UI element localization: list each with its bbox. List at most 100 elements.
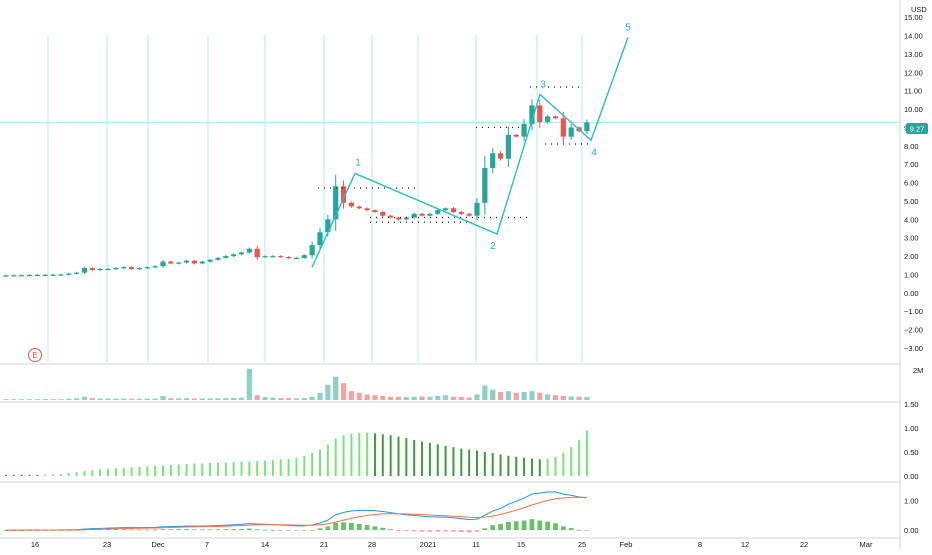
price-tick-label: 5.00 xyxy=(904,197,919,206)
volume-bar xyxy=(11,399,17,400)
candle-body xyxy=(168,261,174,264)
volume-axis-label: 2M xyxy=(913,366,923,375)
oscillator-bar xyxy=(193,463,196,476)
macd-hist-bar xyxy=(270,529,276,531)
macd-hist-bar xyxy=(498,524,503,531)
oscillator-bar xyxy=(530,458,533,476)
price-tick-label: −3.00 xyxy=(904,344,923,353)
price-pane[interactable] xyxy=(3,86,590,277)
macd-hist-bar xyxy=(231,529,237,531)
volume-bar xyxy=(121,398,127,400)
oscillator-bar xyxy=(428,442,431,476)
oscillator-pane[interactable] xyxy=(5,430,588,476)
macd-hist-bar xyxy=(466,530,472,533)
volume-bar xyxy=(183,398,190,400)
candle-body xyxy=(505,134,511,159)
volume-pane[interactable] xyxy=(3,368,590,400)
oscillator-bar xyxy=(523,457,526,476)
candle-body xyxy=(474,202,480,216)
time-tick-label: 22 xyxy=(800,540,808,549)
volume-bar xyxy=(474,394,480,400)
oscillator-bar xyxy=(138,466,141,476)
signal-line xyxy=(5,496,587,531)
oscillator-bar xyxy=(476,450,478,476)
volume-bar xyxy=(545,394,551,400)
volume-bar xyxy=(411,396,417,400)
earnings-marker[interactable]: E xyxy=(28,348,42,362)
candle-body xyxy=(482,167,488,203)
candle-body xyxy=(199,261,205,264)
volume-bar xyxy=(81,396,88,400)
volume-bar xyxy=(191,398,197,400)
candle-body xyxy=(278,256,284,258)
volume-bar xyxy=(443,395,449,400)
volume-bar xyxy=(497,392,504,400)
candle-body xyxy=(191,260,197,264)
price-tick-label: 7.00 xyxy=(904,160,919,169)
oscillator-bar xyxy=(59,474,62,476)
volume-bar xyxy=(450,396,457,400)
oscillator-bar xyxy=(169,464,172,476)
candle-body xyxy=(419,213,425,216)
macd-hist-bar xyxy=(380,527,386,531)
oscillator-bar xyxy=(83,471,86,476)
oscillator-tick-label: 1.00 xyxy=(904,424,919,433)
oscillator-bar xyxy=(12,474,15,476)
macd-hist-bar xyxy=(451,530,456,532)
candle-body xyxy=(246,248,252,253)
candle-body xyxy=(497,153,504,159)
candle-body xyxy=(537,105,543,122)
macd-hist-bar xyxy=(199,529,205,531)
price-tick-label: 8.00 xyxy=(904,142,919,151)
volume-bar xyxy=(293,398,300,400)
volume-bar xyxy=(560,396,566,400)
volume-bar xyxy=(152,398,158,400)
candle-body xyxy=(443,208,449,211)
macd-hist-bar xyxy=(176,529,182,531)
volume-bar xyxy=(521,392,527,400)
volume-bar xyxy=(301,398,307,400)
macd-hist-bar xyxy=(286,530,291,531)
volume-bar xyxy=(356,392,362,400)
macd-hist-bar xyxy=(254,529,260,531)
candle-body xyxy=(584,122,590,132)
oscillator-bar xyxy=(546,458,549,476)
oscillator-bar xyxy=(483,452,486,476)
volume-bar xyxy=(466,397,472,400)
macd-hist-bar xyxy=(152,529,158,531)
macd-hist-bar xyxy=(239,528,244,531)
volume-bar xyxy=(144,398,150,400)
macd-hist-bar xyxy=(137,529,142,531)
macd-hist-bar xyxy=(207,529,213,531)
volume-bar xyxy=(58,399,64,400)
candle-body xyxy=(372,210,378,212)
time-tick-label: 7 xyxy=(205,540,209,549)
candle-body xyxy=(26,275,33,277)
volume-bar xyxy=(552,395,559,400)
time-tick-label: 23 xyxy=(103,540,111,549)
macd-hist-bar xyxy=(474,530,480,532)
oscillator-bar xyxy=(373,433,376,476)
oscillator-bar xyxy=(154,465,157,476)
volume-bar xyxy=(66,398,72,400)
oscillator-bar xyxy=(538,459,541,476)
macd-hist-bar xyxy=(317,528,323,531)
candle-body xyxy=(529,105,535,124)
oscillator-bar xyxy=(146,466,149,476)
oscillator-bar xyxy=(334,438,337,476)
volume-bar xyxy=(231,397,237,400)
macd-pane[interactable] xyxy=(3,491,590,533)
candle-body xyxy=(50,274,56,276)
macd-hist-bar xyxy=(129,529,134,531)
volume-bar xyxy=(262,397,268,400)
price-tick-label: 14.00 xyxy=(904,32,923,41)
oscillator-bar xyxy=(311,452,314,476)
pane-separators xyxy=(0,0,901,550)
volume-bar xyxy=(325,384,331,400)
volume-bar xyxy=(372,395,378,400)
volume-bar xyxy=(458,397,464,400)
price-tick-label: 12.00 xyxy=(904,68,923,77)
candle-body xyxy=(89,268,95,270)
macd-hist-bar xyxy=(294,530,299,531)
candle-body xyxy=(490,153,496,168)
